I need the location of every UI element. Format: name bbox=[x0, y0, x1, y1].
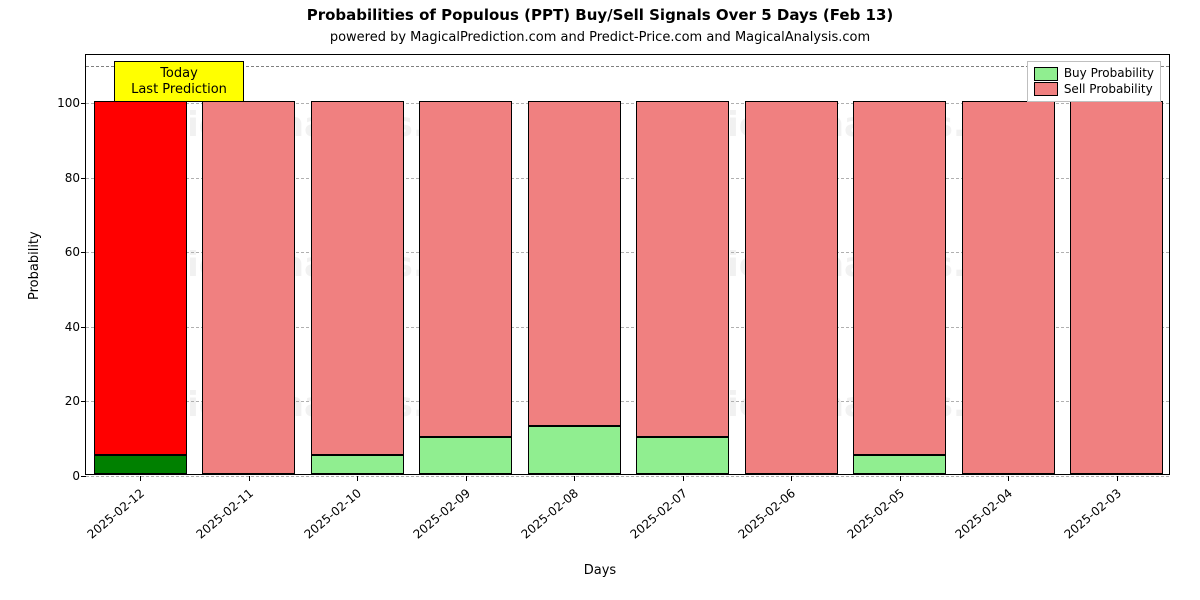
buy-bar bbox=[311, 455, 404, 474]
sell-bar bbox=[311, 101, 404, 455]
legend-item: Sell Probability bbox=[1034, 82, 1154, 98]
bar-group bbox=[202, 53, 295, 474]
y-tick-label: 100 bbox=[57, 96, 80, 110]
sell-bar bbox=[94, 101, 187, 455]
plot-area: MagicalAnalysis.comMagicalAnalysis.comMa… bbox=[85, 54, 1170, 475]
legend-label: Sell Probability bbox=[1064, 82, 1153, 98]
legend-swatch bbox=[1034, 82, 1058, 96]
sell-bar bbox=[962, 101, 1055, 474]
legend: Buy ProbabilitySell Probability bbox=[1027, 61, 1161, 102]
y-tick-label: 20 bbox=[65, 394, 80, 408]
sell-bar bbox=[419, 101, 512, 436]
annotation-line: Last Prediction bbox=[123, 82, 235, 98]
x-tick-label: 2025-02-09 bbox=[379, 486, 472, 567]
y-axis-label: Probability bbox=[27, 231, 42, 300]
legend-item: Buy Probability bbox=[1034, 66, 1154, 82]
buy-bar bbox=[853, 455, 946, 474]
x-tick-label: 2025-02-07 bbox=[596, 486, 689, 567]
y-tick-label: 60 bbox=[65, 245, 80, 259]
x-tick-label: 2025-02-03 bbox=[1030, 486, 1123, 567]
bar-group bbox=[94, 53, 187, 474]
x-tick-label: 2025-02-06 bbox=[705, 486, 798, 567]
x-tick-label: 2025-02-08 bbox=[488, 486, 581, 567]
sell-bar bbox=[853, 101, 946, 455]
bar-group bbox=[745, 53, 838, 474]
sell-bar bbox=[202, 101, 295, 474]
legend-label: Buy Probability bbox=[1064, 66, 1154, 82]
bar-group bbox=[636, 53, 729, 474]
chart-subtitle: powered by MagicalPrediction.com and Pre… bbox=[0, 30, 1200, 45]
sell-bar bbox=[528, 101, 621, 425]
legend-swatch bbox=[1034, 67, 1058, 81]
buy-bar bbox=[636, 437, 729, 474]
bar-group bbox=[528, 53, 621, 474]
y-tick-label: 40 bbox=[65, 320, 80, 334]
bar-group bbox=[419, 53, 512, 474]
today-annotation: TodayLast Prediction bbox=[114, 61, 244, 102]
y-tick-label: 80 bbox=[65, 171, 80, 185]
buy-bar bbox=[94, 455, 187, 474]
bar-group bbox=[311, 53, 404, 474]
x-tick-label: 2025-02-05 bbox=[813, 486, 906, 567]
sell-bar bbox=[745, 101, 838, 474]
x-tick-label: 2025-02-11 bbox=[162, 486, 255, 567]
buy-bar bbox=[528, 426, 621, 474]
y-tick-label: 0 bbox=[72, 469, 80, 483]
annotation-line: Today bbox=[123, 66, 235, 82]
sell-bar bbox=[1070, 101, 1163, 474]
sell-bar bbox=[636, 101, 729, 436]
buy-bar bbox=[419, 437, 512, 474]
bar-group bbox=[853, 53, 946, 474]
chart-container: Probabilities of Populous (PPT) Buy/Sell… bbox=[0, 0, 1200, 600]
x-axis-label: Days bbox=[0, 563, 1200, 578]
x-tick-label: 2025-02-04 bbox=[922, 486, 1015, 567]
x-tick-label: 2025-02-12 bbox=[54, 486, 147, 567]
chart-title: Probabilities of Populous (PPT) Buy/Sell… bbox=[0, 6, 1200, 24]
bar-group bbox=[962, 53, 1055, 474]
x-tick-label: 2025-02-10 bbox=[271, 486, 364, 567]
bar-group bbox=[1070, 53, 1163, 474]
